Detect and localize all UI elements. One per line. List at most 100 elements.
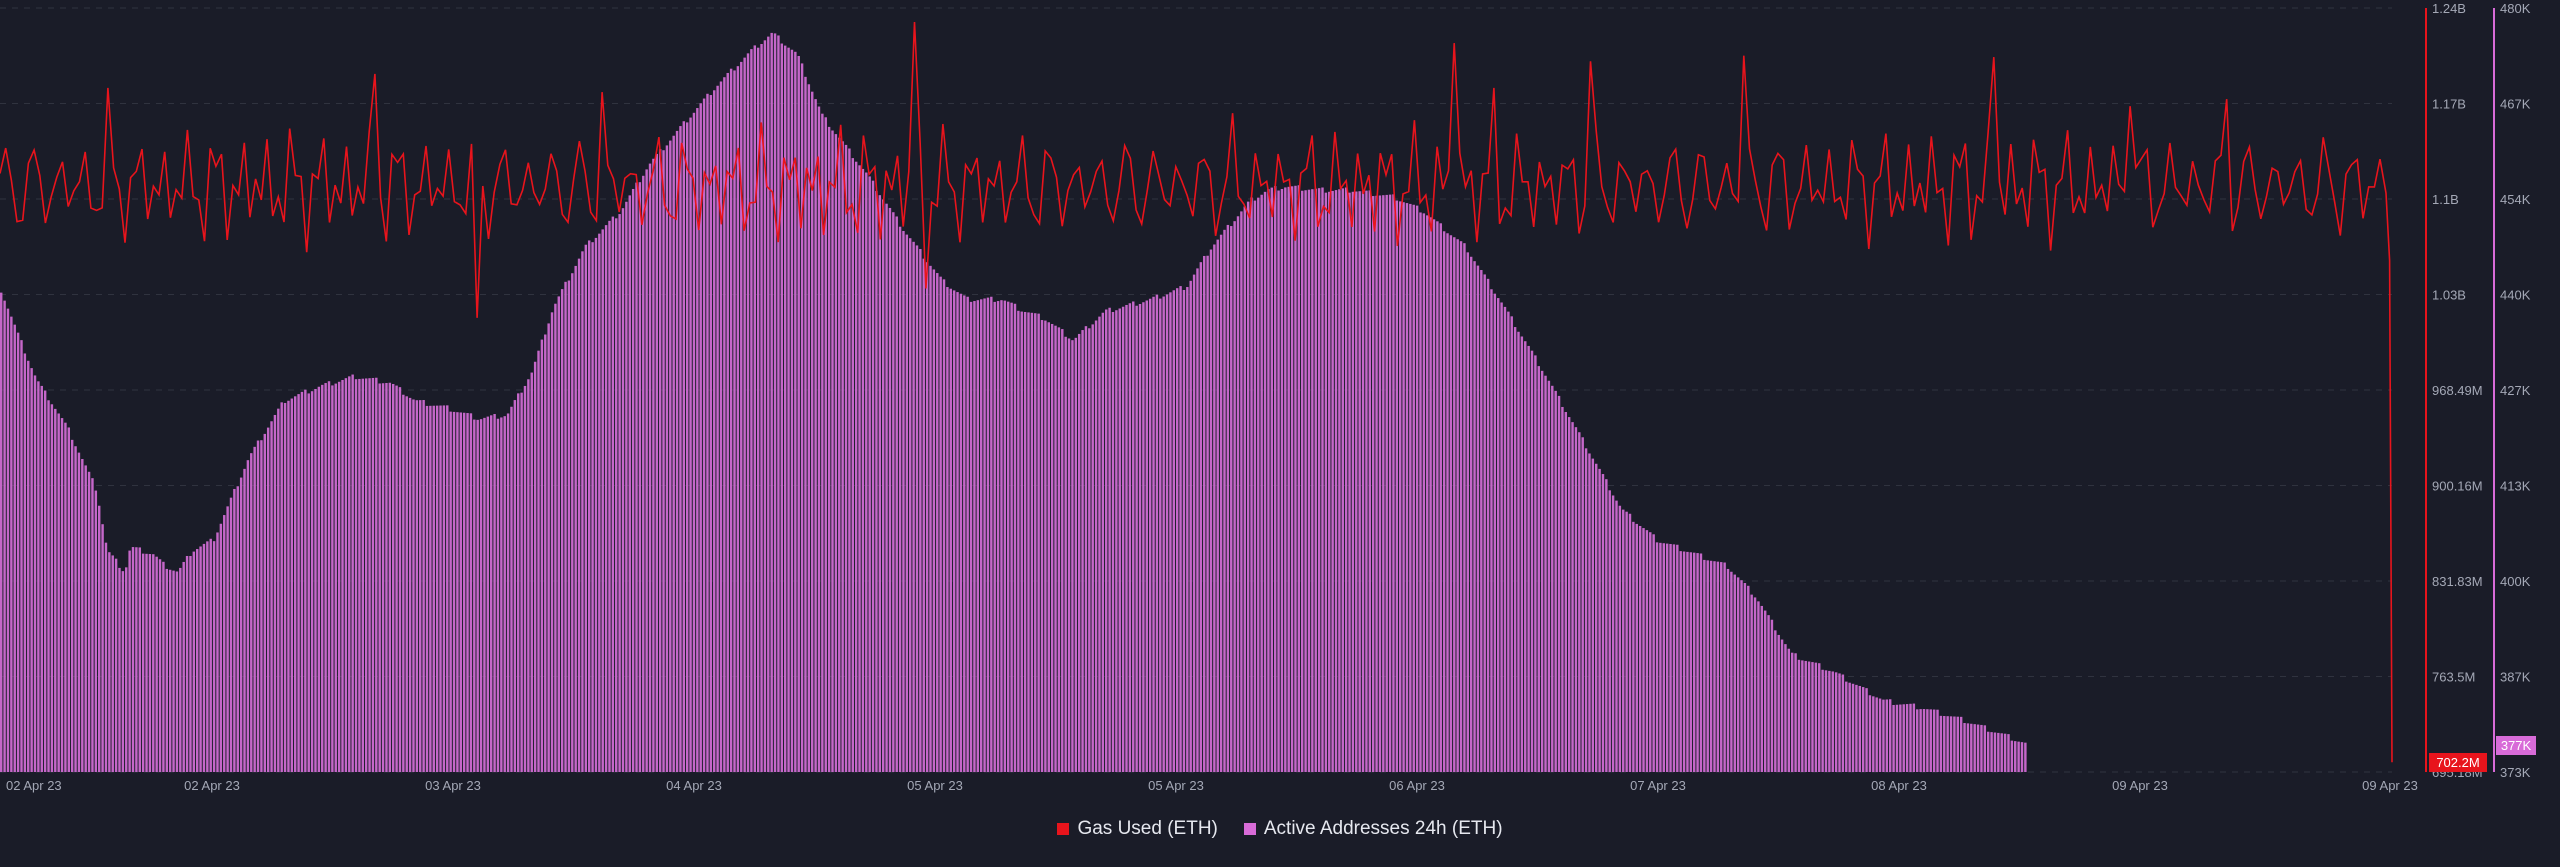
active-addresses-bar (449, 411, 452, 772)
active-addresses-bar (2014, 741, 2017, 772)
active-addresses-bar (1544, 375, 1547, 772)
active-addresses-bar (861, 168, 865, 772)
legend-swatch-gas (1057, 823, 1070, 835)
active-addresses-bar (155, 556, 158, 772)
active-addresses-bar (351, 374, 354, 772)
active-addresses-bar (1395, 200, 1399, 772)
active-addresses-bar (219, 523, 223, 772)
active-addresses-bar (1845, 681, 1848, 772)
active-addresses-bar (1155, 294, 1159, 772)
active-addresses-bar (341, 379, 344, 772)
active-addresses-bar (1267, 189, 1270, 772)
active-addresses-bar (1000, 300, 1003, 772)
active-addresses-bar (290, 398, 294, 772)
active-addresses-bar (1246, 201, 1250, 772)
active-addresses-bar (1419, 212, 1422, 772)
active-addresses-bar (1432, 219, 1436, 772)
active-addresses-bar (1524, 341, 1527, 772)
active-addresses-bar (733, 70, 736, 773)
active-addresses-bar (767, 36, 770, 773)
active-addresses-bar (405, 396, 408, 772)
active-addresses-bar (723, 77, 726, 773)
active-addresses-bar (909, 238, 912, 772)
active-addresses-bar (1409, 203, 1412, 773)
active-addresses-bar (202, 543, 206, 772)
active-addresses-bar (794, 51, 797, 773)
active-addresses-bar (1284, 187, 1287, 772)
active-addresses-bar (1219, 234, 1223, 773)
active-addresses-bar (838, 137, 841, 772)
gas-used-series (0, 21, 2393, 763)
active-addresses-bar (1770, 619, 1774, 772)
active-current-value: 377K (2501, 738, 2532, 753)
active-addresses-bar (1301, 190, 1304, 773)
active-addresses-bar (314, 388, 317, 772)
active-addresses-bar (1098, 316, 1101, 772)
active-addresses-bar (1780, 639, 1784, 772)
active-addresses-bar (1473, 261, 1476, 772)
active-addresses-bar (587, 240, 591, 772)
active-addresses-bar (216, 532, 219, 772)
active-addresses-bar (1611, 495, 1615, 772)
active-addresses-bar (898, 226, 902, 773)
active-addresses-bar (2024, 742, 2027, 772)
active-addresses-bar (946, 287, 949, 772)
active-addresses-bar (469, 413, 473, 772)
active-addresses-bar (1922, 709, 1926, 772)
active-addresses-bar (1459, 241, 1463, 772)
active-addresses-bar (165, 568, 169, 772)
active-addresses-bar (878, 195, 882, 772)
active-addresses-bar (74, 446, 77, 772)
active-addresses-bar (1709, 560, 1713, 772)
active-addresses-bar (226, 506, 229, 772)
legend-item-active-addresses[interactable]: Active Addresses 24h (ETH) (1243, 818, 1503, 840)
active-addresses-bar (344, 378, 348, 772)
active-addresses-bar (125, 567, 128, 772)
active-addresses-bar (1540, 370, 1544, 772)
active-addresses-bar (1108, 307, 1111, 772)
active-addresses-bar (388, 382, 392, 772)
active-addresses-bar (1973, 724, 1976, 772)
active-addresses-bar (645, 169, 648, 772)
active-addresses-bar (121, 571, 125, 772)
active-addresses-bar (283, 402, 287, 772)
active-addresses-bar (1101, 312, 1105, 772)
active-addresses-bar (1534, 355, 1537, 772)
right-tick-label: 440K (2500, 288, 2531, 303)
active-addresses-bar (1057, 327, 1061, 772)
active-addresses-bar (669, 140, 672, 772)
active-addresses-bar (1956, 716, 1959, 772)
active-addresses-bar (824, 117, 827, 773)
active-addresses-bar (1699, 553, 1703, 772)
legend-label-gas: Gas Used (ETH) (1077, 818, 1218, 839)
active-addresses-bar (1165, 294, 1169, 772)
active-addresses-bar (986, 297, 990, 772)
active-addresses-bar (1405, 203, 1409, 772)
gas-used-line (0, 21, 2393, 763)
active-addresses-bar (1199, 262, 1203, 772)
active-addresses-bar (1314, 188, 1317, 772)
active-addresses-bar (527, 379, 530, 772)
active-addresses-bar (915, 245, 919, 773)
active-addresses-bar (594, 237, 598, 772)
active-addresses-bar (1665, 543, 1669, 772)
active-addresses-bar (1179, 286, 1182, 772)
active-addresses-bar (1625, 511, 1628, 772)
active-addresses-bar (966, 296, 969, 772)
active-addresses-bar (743, 57, 746, 773)
active-addresses-bar (334, 383, 337, 772)
active-addresses-bar (189, 556, 192, 772)
active-addresses-bar (446, 405, 449, 772)
active-addresses-bar (1983, 725, 1987, 772)
active-addresses-bar (253, 446, 256, 772)
active-addresses-bar (942, 279, 946, 772)
active-addresses-bar (581, 251, 584, 772)
active-addresses-bar (1986, 731, 1990, 772)
active-addresses-bar (10, 316, 13, 772)
active-addresses-bar (631, 188, 635, 773)
legend-item-gas-used[interactable]: Gas Used (ETH) (1057, 818, 1218, 840)
active-addresses-bar (1429, 217, 1432, 773)
active-addresses-bar (375, 377, 378, 772)
active-addresses-bar (493, 414, 496, 772)
active-addresses-bar (628, 195, 631, 772)
